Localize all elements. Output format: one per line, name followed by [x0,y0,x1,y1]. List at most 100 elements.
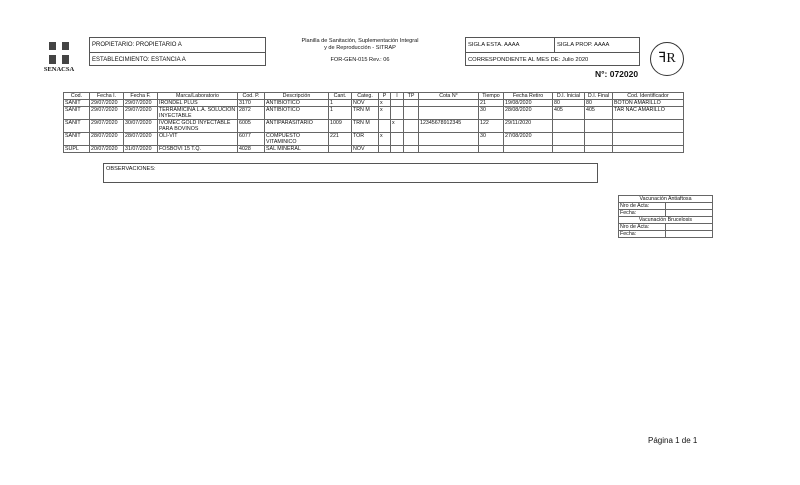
table-cell: ANTIBIOTICO [264,106,329,120]
table-cell: TAR NAC AMARILLO [612,106,684,120]
table-row: SANIT 28/07/2020 28/07/2020 OLI-VIT 6077 COMP… [63,132,684,146]
table-cell: TERRAMICINA L.A. SOLUCION INYECTABLE [157,106,238,120]
table-cell: 30 [478,132,504,146]
table-cell [390,106,404,120]
table-cell [403,145,419,153]
table-cell [552,145,585,153]
brucelosis-acta-value[interactable] [665,223,713,231]
column-header: P [378,92,391,100]
propietario: PROPIETARIO: PROPIETARIO A [90,38,265,53]
owner-box: PROPIETARIO: PROPIETARIO A ESTABLECIMIEN… [89,37,266,66]
table-cell: 30/07/2020 [123,119,158,133]
table-cell [390,132,404,146]
form-number: N°: 072020 [595,69,639,79]
column-header: Categ. [351,92,379,100]
table-cell: 27/08/2020 [503,132,553,146]
table-cell: 21 [478,99,504,107]
column-header: Cota N° [418,92,479,100]
table-cell: 29/07/2020 [123,99,158,107]
table-cell: 19/08/2020 [503,99,553,107]
table-cell: 3170 [237,99,265,107]
table-cell [328,145,352,153]
aftosa-title: Vacunación Antiaftosa [618,195,713,203]
table-cell [403,132,419,146]
table-cell: IRONDEL PLUS [157,99,238,107]
table-cell: BOTON AMARILLO [612,99,684,107]
table-cell: x [378,132,391,146]
table-cell: 405 [584,106,613,120]
mes: CORRESPONDIENTE AL MES DE: Julio 2020 [468,57,589,63]
table-cell: SANIT [63,99,90,107]
table-cell [584,145,613,153]
table-cell: 29/11/2020 [503,119,553,133]
table-cell [418,132,479,146]
logo-text: SENACSA [43,66,75,73]
table-cell: ANTIPARASITARIO [264,119,329,133]
sigla-box: SIGLA ESTA. AAAA SIGLA PROP. AAAA CORRESP… [465,37,640,66]
column-header: D.I. Final [584,92,613,100]
table-cell [612,145,684,153]
fr-seal-icon: ꟻR [650,42,684,76]
column-header: Fecha Retiro [503,92,553,100]
table-cell [403,99,419,107]
table-row: SUPL 20/07/2020 31/07/2020 FOSBOVI 15 T.Q. 4… [63,145,684,153]
column-header: Tiempo [478,92,504,100]
table-cell: SUPL [63,145,90,153]
table-cell: x [378,99,391,107]
table-cell: 1 [328,99,352,107]
table-cell [612,119,684,133]
table-cell [503,145,553,153]
column-header: Cod. P. [237,92,265,100]
senacsa-cross-icon [49,42,69,64]
table-cell: 80 [584,99,613,107]
column-header: Fecha F. [123,92,158,100]
table-cell: 2872 [237,106,265,120]
table-cell: 12345678912345 [418,119,479,133]
table-cell [478,145,504,153]
brucelosis-fecha-value[interactable] [665,230,713,238]
table-cell: 6077 [237,132,265,146]
title-line2: y de Reproducción - SITRAP [324,44,396,51]
aftosa-fecha-value[interactable] [665,209,713,217]
column-header: I [390,92,404,100]
table-cell [403,106,419,120]
title-line1: Planilla de Sanitación, Suplementación I… [301,38,419,44]
brucelosis-title: Vacunación Brucelosis [618,216,713,224]
table-cell: 30 [478,106,504,120]
table-cell: 4028 [237,145,265,153]
column-header: TP [403,92,419,100]
table-cell [390,145,404,153]
table-cell [418,99,479,107]
table-cell: FOSBOVI 15 T.Q. [157,145,238,153]
column-header: Cant. [328,92,352,100]
table-cell: 31/07/2020 [123,145,158,153]
table-cell: 405 [552,106,585,120]
table-cell: 1 [328,106,352,120]
table-cell: SANIT [63,106,90,120]
form-code: FOR-GEN-015 Rev.: 06 [330,57,390,63]
vacunacion-box: Vacunación Antiaftosa Nro de Acta: Fecha… [618,195,713,238]
table-cell: NOV [351,99,379,107]
table-cell: 20/07/2020 [89,145,124,153]
table-cell [378,119,391,133]
table-cell: 221 [328,132,352,146]
table-cell: 122 [478,119,504,133]
aftosa-acta-value[interactable] [665,202,713,210]
table-cell: 29/07/2020 [123,106,158,120]
table-cell: COMPUESTO VITAMINICO [264,132,329,146]
table-cell: x [390,119,404,133]
table-cell [418,145,479,153]
senacsa-logo: SENACSA [42,42,76,73]
table-cell: 28/07/2020 [89,132,124,146]
form-title: Planilla de Sanitación, Suplementación I… [280,38,440,64]
column-header: Marca/Laboratorio [157,92,238,100]
table-row: SANIT 29/07/2020 30/07/2020 IVOMEC GOLD INY… [63,119,684,133]
table-cell [612,132,684,146]
table-cell: TRN M [351,119,379,133]
table-cell: SANIT [63,119,90,133]
table-cell [584,119,613,133]
brucelosis-fecha-label: Fecha: [618,230,666,238]
table-cell: x [378,106,391,120]
table-cell: ANTIBIOTICO [264,99,329,107]
observaciones-label: OBSERVACIONES: [106,166,156,172]
